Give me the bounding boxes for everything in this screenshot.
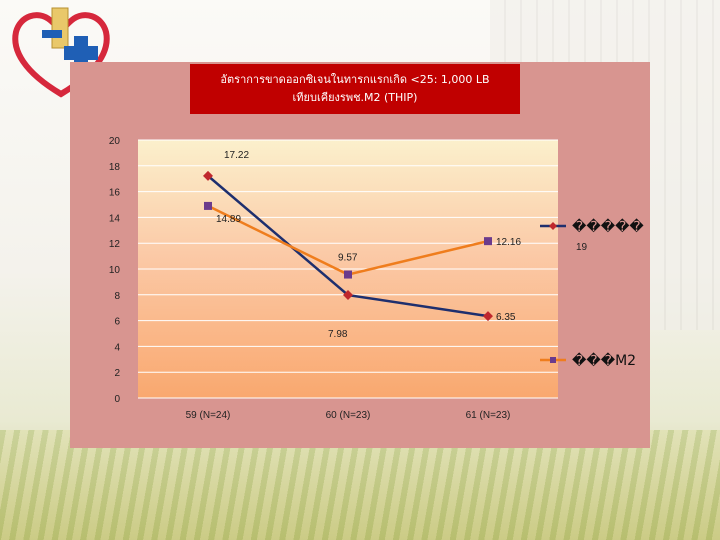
chart-title: อัตราการขาดออกซิเจนในทารกแรกเกิด <25: 1,… [190,64,520,114]
data-point-marker [204,201,212,210]
data-label: 17.22 [224,150,249,161]
y-tick-label: 0 [114,394,120,405]
data-point-marker [343,290,353,301]
y-tick-label: 10 [109,265,121,276]
y-tick-label: 18 [109,162,121,173]
data-point-marker [203,170,213,181]
data-label: 14.89 [216,214,241,225]
y-tick-label: 6 [114,317,120,328]
data-point-marker [484,237,492,246]
y-tick-label: 12 [109,239,121,250]
legend-extra-label: 19 [576,242,588,253]
data-label: 6.35 [496,312,516,323]
y-tick-label: 4 [114,342,120,353]
y-tick-label: 20 [109,136,121,147]
x-tick-label: 59 (N=24) [186,410,231,421]
y-tick-label: 14 [109,213,121,224]
legend-label: ���M2 [572,352,636,369]
data-label: 12.16 [496,237,521,248]
data-label: 9.57 [338,253,358,264]
legend-marker [549,222,557,230]
background-grass [0,430,720,540]
x-tick-label: 61 (N=23) [466,410,511,421]
x-tick-label: 60 (N=23) [326,410,371,421]
hospital-logo-icon [12,7,110,98]
data-label: 7.98 [328,329,348,340]
chart-title-line-1: อัตราการขาดออกซิเจนในทารกแรกเกิด <25: 1,… [220,73,490,86]
legend-label: ����� [572,218,644,235]
y-tick-label: 2 [114,368,120,379]
y-tick-label: 16 [109,188,121,199]
y-tick-label: 8 [114,291,120,302]
legend-marker [550,357,556,363]
data-point-marker [344,270,352,279]
chart-title-line-2: เทียบเคียงรพช.M2 (THIP) [292,91,418,104]
data-point-marker [483,311,493,322]
